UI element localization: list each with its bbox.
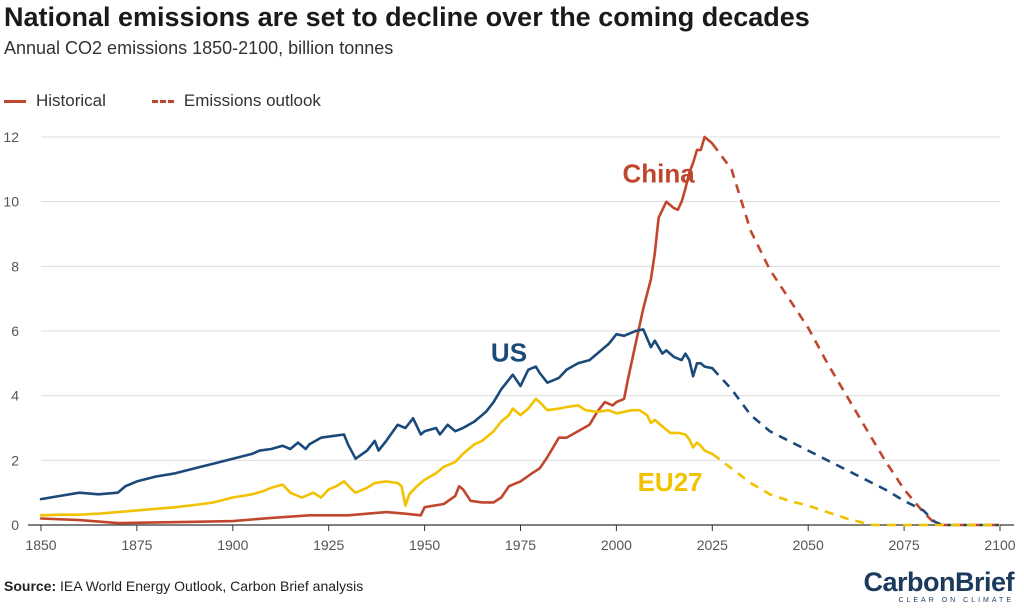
x-tick-label-1925: 1925 (313, 537, 344, 553)
line-chart: 0 2 4 6 8 10 12 1850 1875 1900 1925 1950 1975 2000 20… (3, 129, 1016, 553)
x-tick-label-2000: 2000 (601, 537, 632, 553)
series-labels: China US EU27 (491, 158, 703, 497)
x-tick-label-1875: 1875 (121, 537, 152, 553)
series-label-china: China (622, 158, 695, 188)
y-tick-label-12: 12 (3, 129, 19, 145)
chart-title: National emissions are set to decline ov… (4, 2, 810, 32)
x-tick-label-2025: 2025 (697, 537, 728, 553)
source-label: Source: (4, 578, 57, 594)
brand-tagline: CLEAR ON CLIMATE (898, 597, 1014, 604)
x-tick-label-1900: 1900 (217, 537, 248, 553)
y-tick-label-10: 10 (3, 194, 19, 210)
chart-subtitle: Annual CO2 emissions 1850-2100, billion … (4, 38, 394, 58)
brand-name-part2: Brief (954, 567, 1015, 597)
x-tick-label-1850: 1850 (25, 537, 56, 553)
legend-item-outlook: Emissions outlook (151, 91, 321, 111)
legend-swatch-solid (4, 99, 26, 103)
carbon-brief-logo: CarbonBrief CLEAR ON CLIMATE (863, 568, 1014, 605)
series-china-historical (39, 135, 714, 525)
series-lines (39, 135, 1000, 527)
x-axis-ticks: 1850 1875 1900 1925 1950 1975 2000 2025 2050 2075… (25, 525, 1016, 553)
grid-lines (28, 136, 1014, 526)
series-china-outlook (711, 142, 1000, 527)
x-tick-label-2075: 2075 (889, 537, 920, 553)
legend-swatch-dashed (151, 99, 174, 103)
series-us-outlook (711, 367, 1000, 527)
x-tick-label-1950: 1950 (409, 537, 440, 553)
legend-label-outlook: Emissions outlook (183, 91, 321, 110)
x-tick-label-2100: 2100 (984, 537, 1015, 553)
brand-name-part1: Carbon (863, 567, 955, 597)
legend-item-historical: Historical (4, 91, 106, 111)
source-note: Source: IEA World Energy Outlook, Carbon… (4, 578, 363, 594)
legend-label-historical: Historical (36, 91, 106, 110)
y-tick-label-6: 6 (11, 323, 19, 339)
series-us-historical (39, 328, 714, 501)
brand-name: CarbonBrief (863, 568, 1014, 596)
series-label-eu27: EU27 (638, 467, 703, 497)
series-label-us: US (491, 338, 527, 368)
y-tick-label-2: 2 (11, 452, 19, 468)
y-tick-label-8: 8 (11, 258, 19, 274)
series-eu27-historical (39, 397, 714, 517)
x-tick-label-2050: 2050 (793, 537, 824, 553)
y-tick-label-0: 0 (11, 517, 19, 533)
chart-legend: Historical Emissions outlook (4, 90, 367, 112)
y-axis-ticks: 0 2 4 6 8 10 12 (3, 129, 19, 533)
y-tick-label-4: 4 (11, 388, 19, 404)
x-tick-label-1975: 1975 (505, 537, 536, 553)
source-text: IEA World Energy Outlook, Carbon Brief a… (60, 578, 364, 594)
series-eu27-outlook (711, 452, 1000, 527)
